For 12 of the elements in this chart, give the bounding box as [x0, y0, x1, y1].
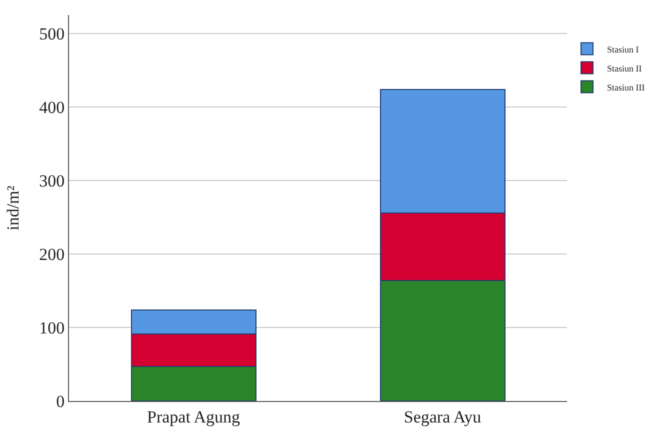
y-axis-title: ind/m² — [4, 186, 23, 230]
legend-label: Stasiun III — [607, 82, 645, 92]
y-tick-label: 500 — [39, 24, 65, 44]
y-tick-label: 100 — [39, 318, 65, 338]
y-tick-label: 300 — [39, 171, 65, 190]
y-tick-label: 200 — [39, 244, 65, 264]
y-tick-label: 0 — [56, 392, 65, 411]
x-tick-label: Segara Ayu — [404, 407, 482, 426]
legend-label: Stasiun I — [607, 44, 639, 54]
y-tick-label: 400 — [39, 98, 65, 117]
legend-label: Stasiun II — [607, 63, 642, 74]
x-tick-label: Prapat Agung — [146, 407, 241, 426]
